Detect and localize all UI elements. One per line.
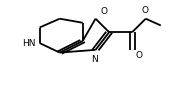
Text: O: O <box>136 51 143 60</box>
Text: N: N <box>91 55 98 64</box>
Text: HN: HN <box>23 39 36 48</box>
Text: O: O <box>101 7 107 16</box>
Text: O: O <box>142 6 149 15</box>
